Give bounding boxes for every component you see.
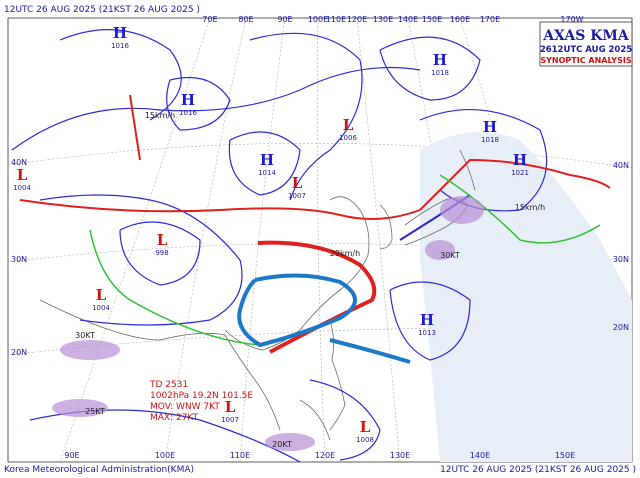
pressure-center: H — [113, 24, 127, 42]
longitude-label: 110E — [326, 15, 346, 24]
longitude-label: 120E — [347, 15, 367, 24]
pressure-value: 1007 — [288, 192, 306, 200]
pressure-center: L — [360, 418, 371, 436]
pressure-center: H — [433, 51, 447, 69]
latitude-label: 30N — [11, 255, 27, 264]
pressure-center: H — [260, 151, 274, 169]
pressure-center: H — [181, 91, 195, 109]
motion-label: 30KT — [75, 331, 95, 340]
pressure-center: L — [96, 286, 107, 304]
motion-label: 15km/h — [515, 203, 545, 212]
motion-label: 20KT — [272, 440, 292, 449]
pressure-value: 998 — [155, 249, 168, 257]
convection — [52, 196, 484, 451]
title: AXAS KMA — [542, 28, 630, 44]
pressure-center: H — [420, 311, 434, 329]
latitude-label: 40N — [11, 158, 27, 167]
latitude-label: 30N — [613, 255, 629, 264]
pressure-value: 1014 — [258, 169, 276, 177]
green-line-2 — [89, 229, 261, 346]
footer-right: 12UTC 26 AUG 2025 (21KST 26 AUG 2025 ) — [440, 465, 636, 475]
header: 12UTC 26 AUG 2025 (21KST 26 AUG 2025 ) — [4, 5, 200, 15]
latitude-label: 20N — [613, 323, 629, 332]
green-line — [439, 174, 601, 244]
pressure-center: L — [343, 116, 354, 134]
pressure-center: H — [513, 151, 527, 169]
isobars — [11, 29, 548, 463]
pressure-value: 1018 — [481, 136, 499, 144]
arrow — [129, 94, 141, 161]
pressure-center: L — [17, 166, 28, 184]
longitude-label: 130E — [390, 451, 410, 460]
pressure-center: H — [483, 118, 497, 136]
longitude-label: 90E — [277, 15, 292, 24]
longitude-label: 150E — [422, 15, 442, 24]
longitude-label: 70E — [202, 15, 217, 24]
longitude-label: 170E — [480, 15, 500, 24]
pressure-value: 1006 — [339, 134, 357, 142]
title-box — [539, 21, 633, 67]
longitude-label: 140E — [398, 15, 418, 24]
pressure-value: 1008 — [356, 436, 374, 444]
title-subtitle: SYNOPTIC ANALYSIS — [540, 56, 631, 65]
longitude-label: 100E — [155, 451, 175, 460]
longitude-label: 130E — [373, 15, 393, 24]
motion-label: 30KT — [440, 251, 460, 260]
trough-blue — [237, 273, 411, 364]
pressure-value: 1018 — [431, 69, 449, 77]
pressure-value: 1016 — [111, 42, 129, 50]
longitude-label: 80E — [238, 15, 253, 24]
typhoon-info: MOV: WNW 7KT — [150, 402, 220, 412]
motion-label: 15km/h — [145, 111, 175, 120]
pressure-center: L — [292, 174, 303, 192]
stationary-front-red — [419, 158, 611, 211]
pressure-value: 1007 — [221, 416, 239, 424]
pressure-center: L — [157, 231, 168, 249]
longitude-label: 150E — [555, 451, 575, 460]
pressure-value: 1021 — [511, 169, 529, 177]
longitude-label: 120E — [315, 451, 335, 460]
typhoon-info: MAX: 27KT — [150, 413, 199, 423]
pressure-value: 1013 — [418, 329, 436, 337]
motion-label: 25KT — [85, 407, 105, 416]
typhoon-info: 1002hPa 19.2N 101.5E — [150, 391, 253, 401]
pressure-value: 1004 — [92, 304, 110, 312]
typhoon-info: TD 2531 — [149, 380, 188, 390]
longitude-label: 100E — [308, 15, 328, 24]
footer-left: Korea Meteorological Administration(KMA) — [4, 465, 194, 475]
warm-front — [19, 199, 421, 220]
pressure-center: L — [225, 398, 236, 416]
pressure-value: 1004 — [13, 184, 31, 192]
title-time: 2612UTC AUG 2025 — [540, 45, 632, 55]
motion-label: 29km/h — [330, 249, 360, 258]
longitude-label: 140E — [470, 451, 490, 460]
latitude-label: 20N — [11, 348, 27, 357]
longitude-label: 160E — [450, 15, 470, 24]
longitude-label: 90E — [64, 451, 79, 460]
longitude-label: 110E — [230, 451, 250, 460]
pressure-value: 1016 — [179, 109, 197, 117]
longitude-label: 170W — [560, 15, 583, 24]
latitude-label: 40N — [613, 161, 629, 170]
